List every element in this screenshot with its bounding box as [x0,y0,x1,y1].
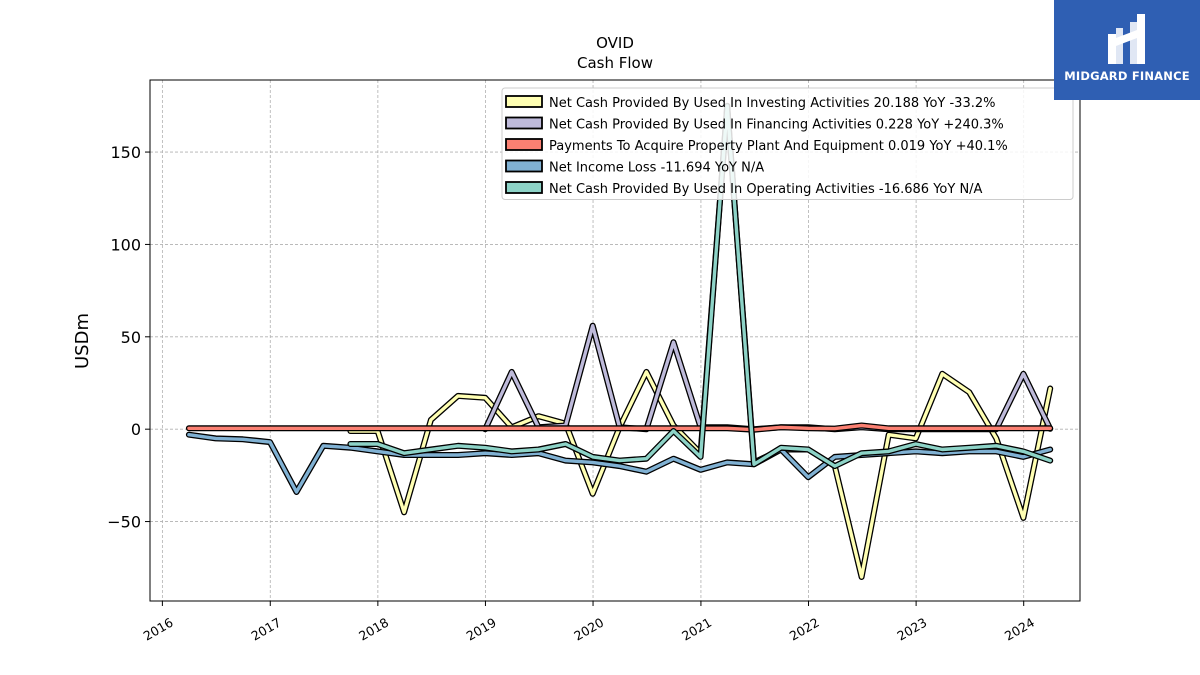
x-tick-label: 2020 [571,615,606,644]
x-tick-label: 2016 [141,615,176,644]
legend-swatch [505,95,543,108]
legend-box [501,87,1074,200]
y-tick-label: 0 [131,420,141,439]
brand-logo: MIDGARD FINANCE [1054,0,1200,100]
series-line-1 [483,324,1052,431]
series-line-4 [348,104,1052,468]
legend-swatch [505,181,543,194]
legend-swatch [505,138,543,151]
legend-swatch [505,116,543,130]
legend-label: Net Cash Provided By Used In Investing A… [549,96,995,111]
x-tick-label: 2022 [787,615,822,644]
chart-title: OVID [596,34,634,52]
legend-label: Net Income Loss -11.694 YoY N/A [549,161,764,176]
x-tick-label: 2017 [248,615,283,644]
y-tick-label: 150 [110,143,141,162]
y-tick-label: 50 [121,328,141,347]
y-axis-label: USDm [72,313,93,369]
midgard-logo-icon [1108,14,1145,64]
x-tick-label: 2019 [464,615,499,644]
x-tick-label: 2024 [1002,615,1037,644]
y-tick-label: 100 [110,235,141,254]
x-tick-label: 2021 [679,615,714,644]
chart-subtitle: Cash Flow [577,54,653,72]
legend: Net Cash Provided By Used In Investing A… [501,87,1074,200]
x-tick-label: 2023 [894,615,929,644]
series-line-3 [187,433,1052,494]
legend-label: Payments To Acquire Property Plant And E… [549,139,1008,154]
series-lines [185,102,1054,580]
plot-frame [149,79,1081,602]
legend-swatch [505,159,543,173]
x-tick-label: 2018 [356,615,391,644]
brand-name: MIDGARD FINANCE [1064,69,1190,83]
legend-label: Net Cash Provided By Used In Financing A… [549,118,1004,133]
legend-label: Net Cash Provided By Used In Operating A… [549,182,983,197]
y-tick-label: −50 [107,513,141,532]
series-line-2 [187,423,1052,432]
